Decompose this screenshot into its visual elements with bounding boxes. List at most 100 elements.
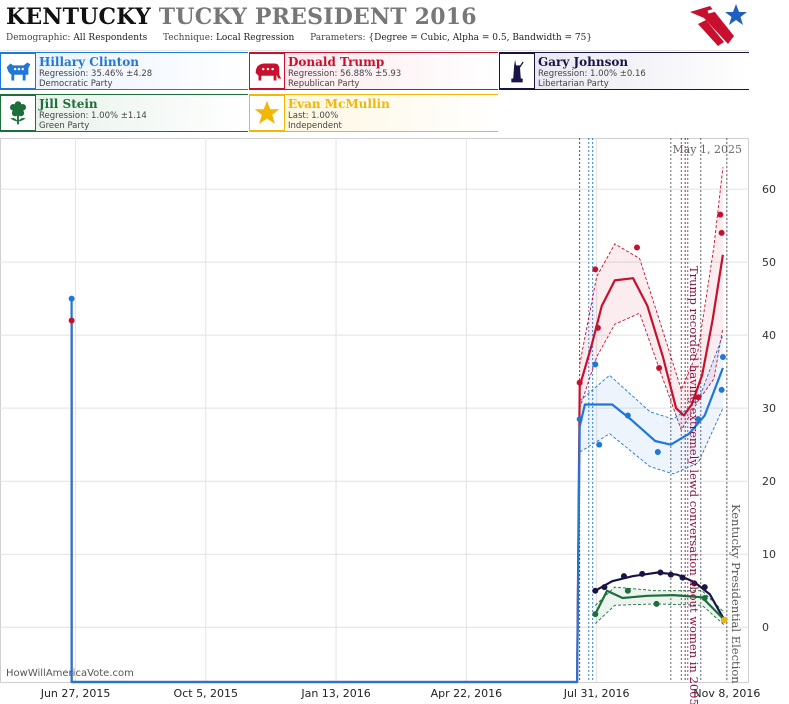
donald-trump-band-lower [579,312,724,432]
annotation-label: Kentucky Presidential Election [729,504,743,684]
hillary-clinton-point [624,412,631,419]
candidate-regression: Regression: 1.00% ±1.14 [39,111,147,121]
hillary-clinton-point [719,354,726,361]
donald-trump-point [592,266,599,273]
demographic-value: All Respondents [73,33,148,43]
candidate-regression: Regression: 1.00% ±0.16 [538,69,646,79]
annotations: May 1, 2025 Trump recorded having extreme… [672,143,742,704]
y-tick-label: 20 [762,475,776,488]
liberty-statue-icon [499,53,535,89]
hillary-clinton-point [592,361,599,368]
gary-johnson-point [620,573,627,580]
gary-johnson-point [679,574,686,581]
candidate-name: Jill Stein [39,97,98,111]
candidate-name: Gary Johnson [538,55,629,69]
watermark: HowWillAmericaVote.com [6,668,134,679]
donald-trump-point [695,394,702,401]
parameters-value: {Degree = Cubic, Alpha = 0.5, Bandwidth … [368,33,593,43]
chart-grid [0,138,749,683]
candidate-party: Green Party [39,121,90,131]
jill-stein-point [653,600,660,607]
y-tick-label: 30 [762,402,776,415]
axis-labels: 0 10 20 30 40 50 60 Jun 27, 2015 Oct 5, 2015 Jan … [40,183,776,700]
x-tick-label: Oct 5, 2015 [174,687,239,700]
y-tick-label: 50 [762,256,776,269]
hillary-clinton-point [695,416,702,423]
hillary-clinton-band [579,335,723,474]
y-tick-label: 60 [762,183,776,196]
hillary-clinton-point [576,416,583,423]
jill-stein-point [624,587,631,594]
candidate-regression: Regression: 35.46% ±4.28 [39,69,153,79]
gary-johnson-line [594,571,726,621]
evan-mcmullin-point [721,616,728,623]
hillary-clinton-point [718,386,725,393]
technique-label: Technique: [163,33,214,43]
hillary-clinton-point [596,441,603,448]
donald-trump-band [579,167,723,431]
hillary-clinton-point [654,448,661,455]
demographic-label: Demographic: [6,33,71,43]
donald-trump-point [656,365,663,372]
donald-trump-point [633,244,640,251]
gary-johnson-point [601,584,608,591]
jill-stein-band-upper [594,586,725,613]
hillary-clinton-point [68,295,75,302]
confidence-bands [579,167,725,626]
donald-trump-point [594,324,601,331]
donkey-icon [0,53,36,89]
parameters-label: Parameters: [310,33,366,43]
donald-trump-point [718,229,725,236]
candidate-card-clinton[interactable]: Hillary Clinton Regression: 35.46% ±4.28… [0,52,248,90]
y-tick-label: 0 [762,621,769,634]
donald-trump-band-upper [579,167,724,392]
site-logo-icon [690,4,747,46]
flower-icon [0,95,36,131]
candidate-last: Last: 1.00% [288,111,339,121]
star-icon [249,95,285,131]
candidate-name: Donald Trump [288,55,385,69]
candidate-name: Hillary Clinton [39,55,139,69]
x-tick-label: Nov 8, 2016 [693,687,760,700]
candidate-card-stein[interactable]: Jill Stein Regression: 1.00% ±1.14 Green… [0,94,248,132]
x-tick-label: Apr 22, 2016 [431,687,503,700]
title-race: TUCKY PRESIDENT 2016 [158,4,477,30]
jill-stein-point [592,611,599,618]
title-state: KENTUCKY [6,4,151,30]
gary-johnson-point [639,570,646,577]
candidate-party: Democratic Party [39,79,113,89]
donald-trump-point [717,211,724,218]
current-date-label: May 1, 2025 [672,143,742,156]
series-points [68,211,728,623]
polling-chart: 0 10 20 30 40 50 60 Jun 27, 2015 Oct 5, 2015 Jan … [0,138,776,704]
y-tick-label: 10 [762,548,776,561]
parameters-bar: Demographic: All Respondents Technique: … [6,33,592,43]
gary-johnson-point [701,584,708,591]
y-tick-label: 40 [762,329,776,342]
candidate-card-trump[interactable]: Donald Trump Regression: 56.88% ±5.93 Re… [249,52,498,90]
candidate-card-johnson[interactable]: Gary Johnson Regression: 1.00% ±0.16 Lib… [499,52,749,90]
candidate-party: Republican Party [288,79,360,89]
elephant-icon [249,53,285,89]
candidate-card-mcmullin[interactable]: Evan McMullin Last: 1.00% Independent [249,94,498,132]
candidate-party: Libertarian Party [538,79,609,89]
technique-value: Local Regression [215,33,295,43]
gary-johnson-point [592,587,599,594]
gary-johnson-point [667,571,674,578]
donald-trump-point [576,379,583,386]
header: KENTUCKY TUCKY PRESIDENT 2016 Demographi… [0,0,749,51]
hillary-clinton-line [70,298,724,684]
gary-johnson-point [657,569,664,576]
candidate-regression: Regression: 56.88% ±5.93 [288,69,402,79]
page-title: KENTUCKY TUCKY PRESIDENT 2016 [6,4,477,30]
x-tick-label: Jul 31, 2016 [563,687,630,700]
candidate-legend: Hillary Clinton Regression: 35.46% ±4.28… [0,52,749,134]
donald-trump-point [68,317,75,324]
hillary-clinton-band-upper [579,335,724,420]
jill-stein-point [701,595,708,602]
x-tick-label: Jun 27, 2015 [40,687,111,700]
candidate-name: Evan McMullin [288,97,390,111]
x-tick-label: Jan 13, 2016 [300,687,370,700]
gary-johnson-point [691,580,698,587]
annotation-label: Trump recorded having extremely lewd con… [687,266,701,704]
